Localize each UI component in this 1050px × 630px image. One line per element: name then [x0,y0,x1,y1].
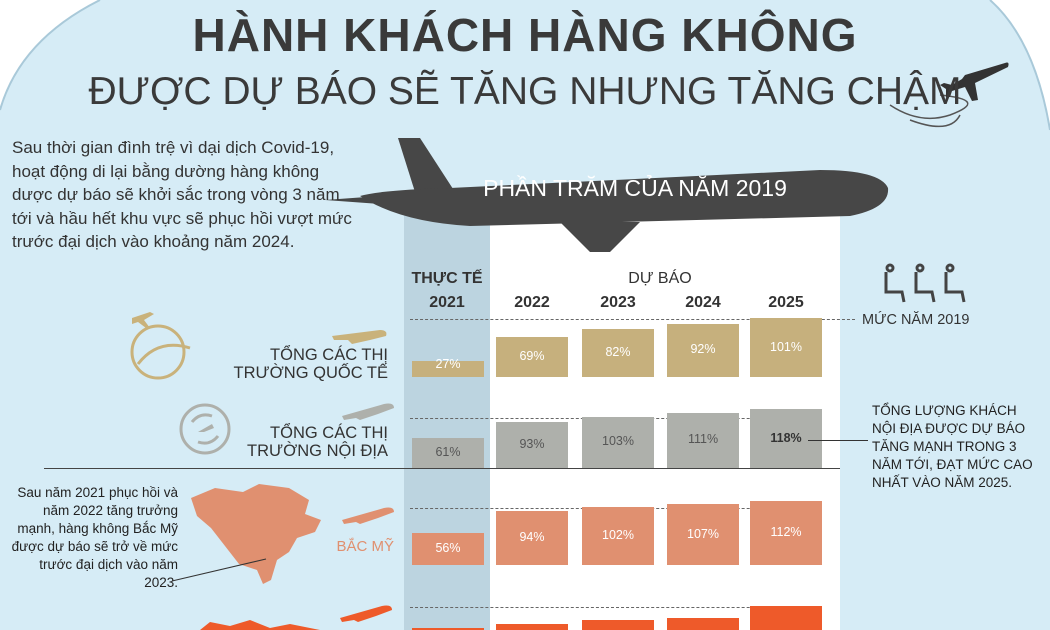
data-label: 101% [770,339,802,354]
data-label: 118% [770,430,802,445]
year-label: 2021 [429,294,465,311]
data-label: 102% [602,527,634,542]
bar-domestic-2024 [667,412,739,468]
row-label-line: TRƯỜNG QUỐC TẾ [233,364,388,382]
header-forecast: DỰ BÁO [628,270,692,287]
data-label: 56% [435,541,461,556]
airplane-icon [342,403,394,420]
data-label: 69% [519,348,545,363]
domestic-cycle-icon [179,403,231,455]
year-label: 2024 [685,294,721,311]
note-pointer [808,440,868,441]
data-label: 27% [435,357,461,371]
row-label-line: TỔNG CÁC THỊ [270,424,388,442]
data-label: 103% [602,434,634,449]
bar-domestic-2021 [412,437,484,468]
data-label: 107% [687,526,719,541]
reference-line [410,319,855,320]
airplane-icon [342,507,394,524]
bar-international-2021 [412,361,484,377]
north-america-note: Sau năm 2021 phục hồi và năm 2022 tăng t… [11,485,178,590]
bar-north-america-2021 [412,533,484,565]
data-label: 61% [435,444,461,459]
year-label: 2023 [600,294,636,311]
bar-domestic-2023 [582,416,654,468]
data-label: 111% [687,432,719,447]
bar-international-2024 [667,323,739,377]
data-label: 82% [605,345,631,360]
title-line2: ĐƯỢC DỰ BÁO SẼ TĂNG NHƯNG TĂNG CHẬM [88,70,962,113]
row-label-domestic: TỔNG CÁC THỊ TRƯỜNG NỘI ĐỊA [190,424,388,460]
bar-partial [582,620,654,630]
bar-north-america-2025 [750,501,822,565]
level-2019-label: MỨC NĂM 2019 [862,312,970,328]
bar-domestic-2022 [496,421,568,468]
domestic-note: TỔNG LƯỢNG KHÁCH NỘI ĐỊA ĐƯỢC DỰ BÁO TĂN… [872,403,1033,490]
intro-paragraph: Sau thời gian đình trệ vì dại dịch Covid… [12,138,352,251]
reference-line [410,607,820,608]
data-label: 92% [690,342,716,357]
title-line1: HÀNH KHÁCH HÀNG KHÔNG [192,9,858,61]
bar-north-america-2022 [496,511,568,565]
bar-international-2025 [750,318,822,377]
airplane-icon [889,62,1009,128]
bar-partial [412,628,484,630]
header-actual: THỰC TẾ [411,270,483,287]
bar-partial [750,606,822,630]
bar-international-2023 [582,329,654,377]
row-label-line: TRƯỜNG NỘI ĐỊA [247,442,388,460]
year-label: 2025 [768,294,804,311]
data-label: 93% [519,436,545,451]
bar-domestic-2025 [750,409,822,468]
airplane-icon [340,605,392,622]
region-map-icon [200,620,320,630]
seats-icon [884,263,966,303]
bar-international-2022 [496,336,568,377]
section-divider [44,468,840,469]
bar-partial [667,618,739,630]
note-pointer [171,558,267,582]
airplane-icon [332,330,387,344]
data-label: 94% [519,530,545,545]
airplane-banner-icon [325,138,889,252]
bar-north-america-2024 [667,504,739,565]
row-label-international: TỔNG CÁC THỊ TRƯỜNG QUỐC TẾ [190,346,388,382]
year-label: 2022 [514,294,550,311]
bar-north-america-2023 [582,506,654,565]
data-label: 112% [770,525,802,540]
row-label-line: TỔNG CÁC THỊ [270,346,388,364]
globe-plane-icon [130,312,191,380]
row-label-north-america: BẮC MỸ [336,538,394,555]
banner-title: PHẦN TRĂM CỦA NĂM 2019 [483,175,787,201]
bar-partial [496,624,568,630]
north-america-map-icon [191,484,321,584]
